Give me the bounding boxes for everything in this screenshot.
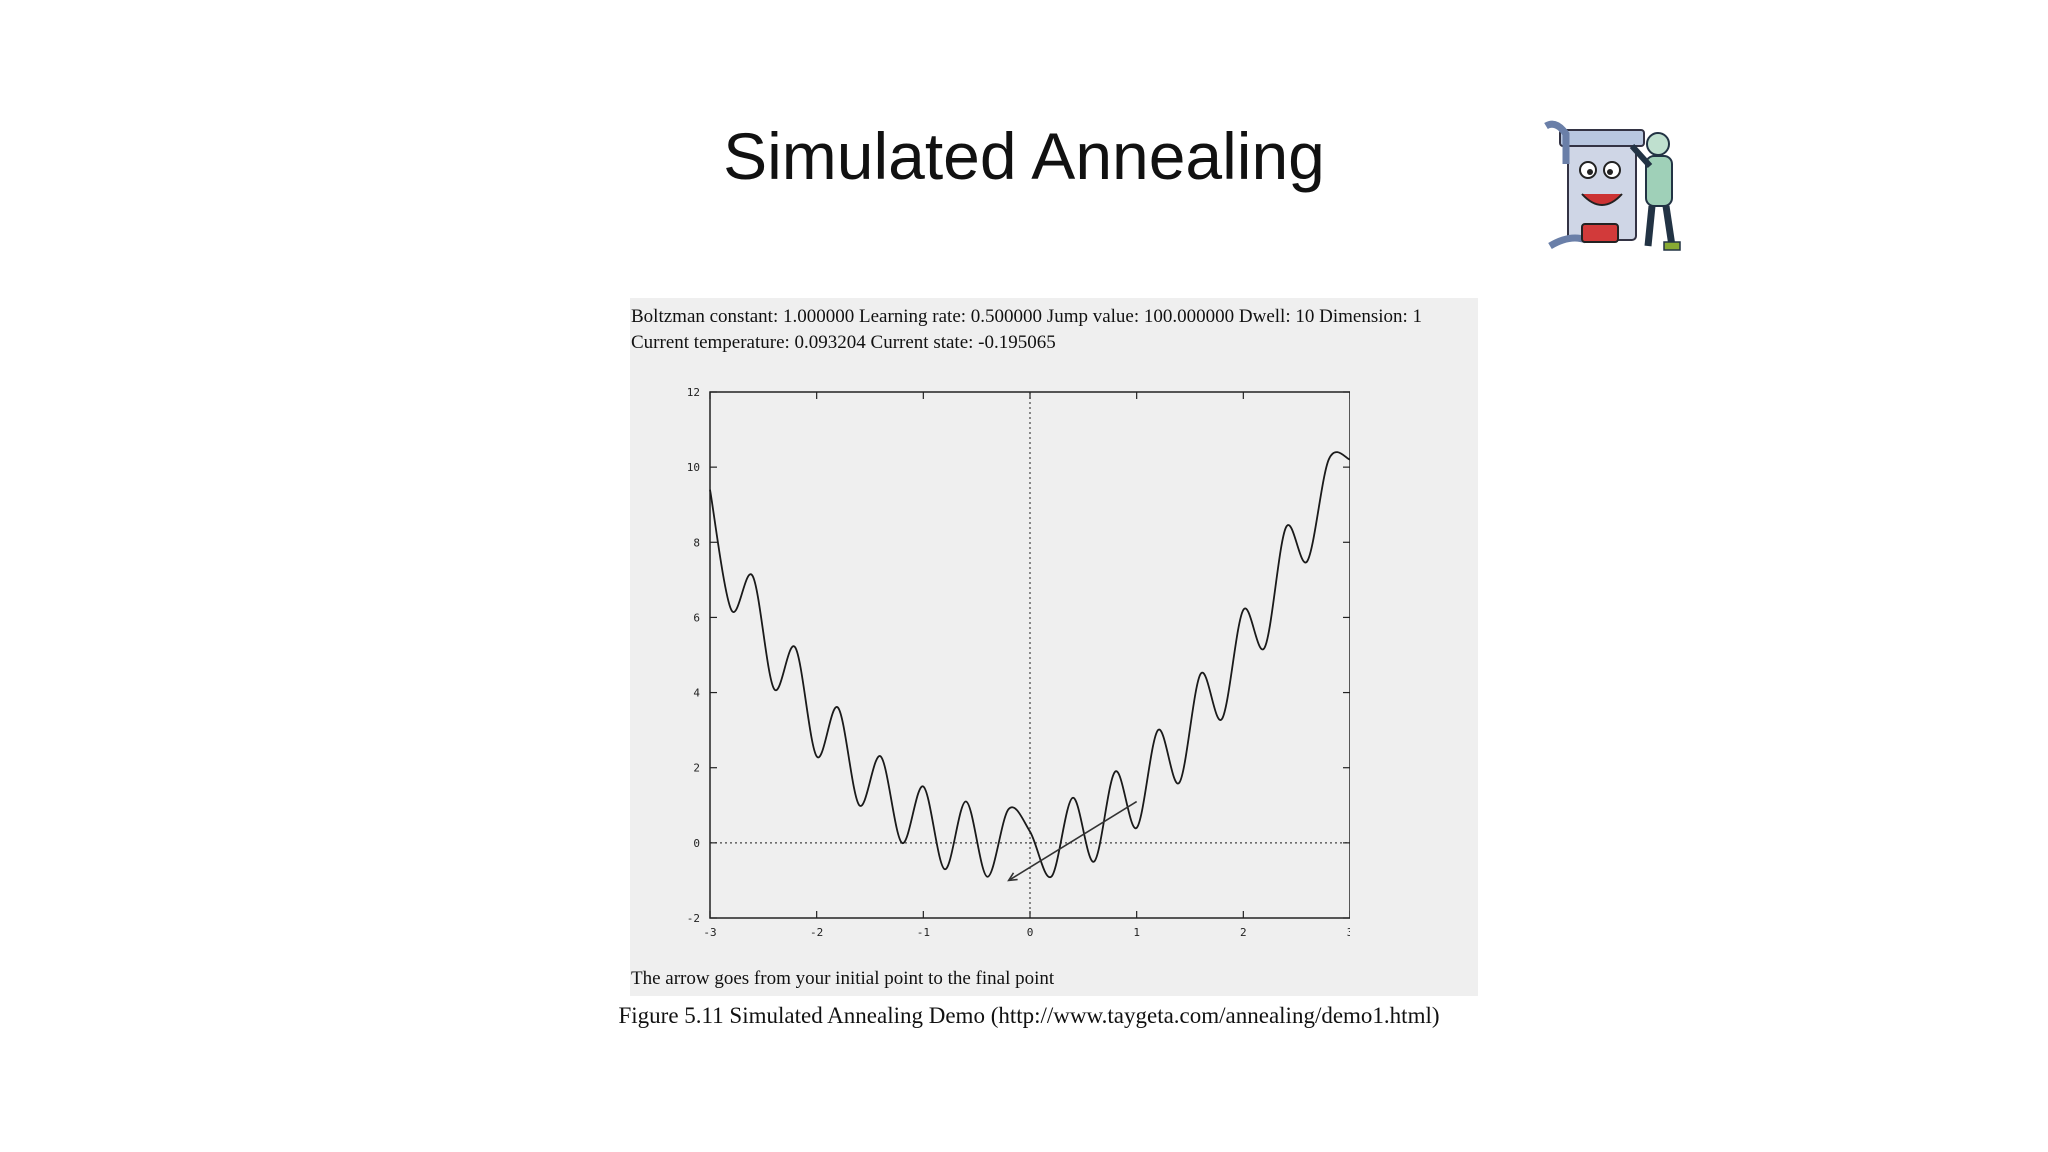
x-tick-label: -1 (917, 926, 930, 939)
worker-head (1646, 132, 1670, 156)
figure-panel (630, 298, 1478, 996)
figure-caption: Figure 5.11 Simulated Annealing Demo (ht… (618, 1003, 1440, 1028)
plot-frame (709, 391, 1350, 919)
annealing-arrow (1007, 800, 1138, 882)
cartoon-machine-icon (1544, 120, 1681, 251)
machine-top (1559, 129, 1645, 147)
y-tick-label: 2 (693, 762, 700, 775)
y-tick-label: 4 (693, 687, 700, 700)
y-tick-label: 12 (687, 386, 700, 399)
x-tick-label: 3 (1347, 926, 1350, 939)
parameters-line: Boltzman constant: 1.000000 Learning rat… (631, 306, 1423, 327)
energy-curve-line (709, 451, 1350, 878)
axis-ticks (709, 391, 1350, 919)
x-tick-label: 2 (1240, 926, 1247, 939)
y-tick-label: 8 (693, 536, 700, 549)
pipe-bottom (1548, 234, 1588, 250)
arrow-head (1007, 872, 1018, 882)
worker-body (1645, 155, 1673, 207)
worker-leg-right (1662, 205, 1676, 247)
y-tick-label: 6 (693, 611, 700, 624)
worker-arm (1629, 143, 1653, 169)
x-tick-label: -2 (810, 926, 823, 939)
x-tick-labels: -3 -2 -1 0 1 2 3 (703, 926, 1350, 939)
worker-boot (1663, 241, 1681, 251)
y-tick-label: 10 (687, 461, 700, 474)
zero-lines (710, 392, 1350, 918)
y-tick-labels: -2 0 2 4 6 8 10 12 (687, 386, 701, 925)
current-state-line: Current temperature: 0.093204 Current st… (631, 332, 1056, 353)
figure-footnote: The arrow goes from your initial point t… (631, 968, 1055, 989)
worker-leg-left (1644, 205, 1656, 247)
y-tick-label: 0 (693, 837, 700, 850)
mouth (1581, 193, 1623, 206)
x-tick-label: 0 (1027, 926, 1034, 939)
slide-title: Simulated Annealing (723, 119, 1325, 193)
y-tick-label: -2 (687, 912, 700, 925)
base-red (1581, 223, 1619, 243)
x-tick-label: 1 (1133, 926, 1140, 939)
x-tick-label: -3 (703, 926, 716, 939)
arrow-shaft (1008, 800, 1138, 882)
pipe-left (1544, 120, 1570, 164)
